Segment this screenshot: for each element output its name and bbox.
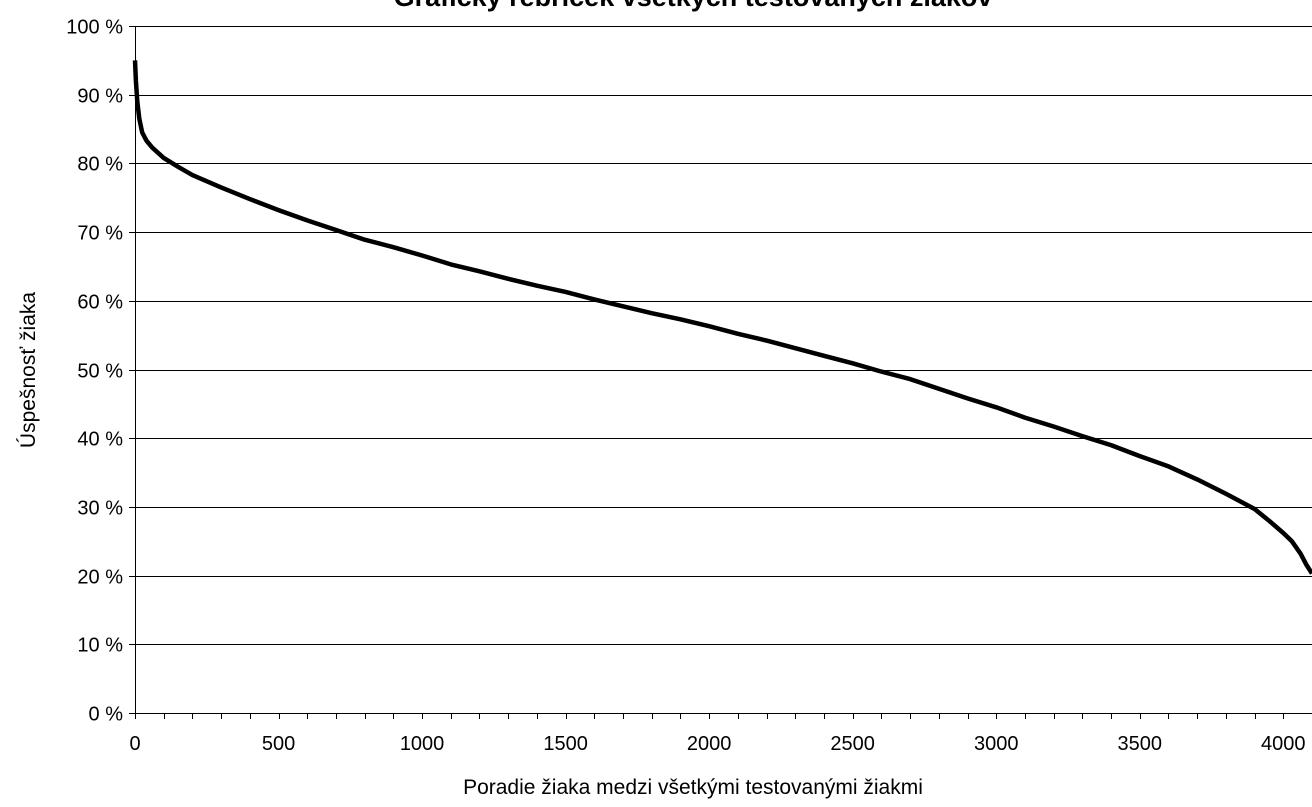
y-tick-label: 30 %	[77, 498, 123, 520]
y-tick-labels: 0 % 10 % 20 % 30 % 40 % 50 % 60 % 70 % 80 % 90 % 1…	[66, 17, 123, 726]
x-tick-label: 0	[129, 733, 140, 755]
x-tick-label: 1500	[543, 733, 588, 755]
gridlines	[135, 26, 1312, 645]
y-tick-label: 90 %	[77, 86, 123, 108]
y-tick-label: 60 %	[77, 292, 123, 314]
y-tick-label: 70 %	[77, 223, 123, 245]
y-tick-label: 20 %	[77, 567, 123, 589]
x-tick-label: 2000	[687, 733, 732, 755]
x-tick-label: 500	[262, 733, 295, 755]
y-axis-title: Úspešnosť žiaka	[17, 292, 40, 448]
x-tick-label: 1000	[400, 733, 445, 755]
data-series	[132, 60, 1312, 575]
y-tick-label: 10 %	[77, 635, 123, 657]
x-tick-label: 4000	[1261, 733, 1306, 755]
x-tick-label: 3500	[1118, 733, 1163, 755]
x-tick-labels: 0 500 1000 1500 2000 2500 3000 3500 4000	[129, 733, 1305, 755]
chart-title: Grafický rebríček všetkých testovaných ž…	[394, 0, 993, 12]
y-tick-label: 80 %	[77, 154, 123, 176]
x-tick-label: 3000	[974, 733, 1019, 755]
series-line	[132, 60, 1312, 575]
y-tick-label: 100 %	[66, 17, 123, 39]
y-tick-label: 0 %	[89, 704, 124, 726]
x-tick-label: 2500	[830, 733, 875, 755]
y-tick-label: 50 %	[77, 361, 123, 383]
axes	[129, 26, 1312, 719]
x-axis-title: Poradie žiaka medzi všetkými testovanými…	[463, 776, 923, 799]
y-tick-label: 40 %	[77, 429, 123, 451]
